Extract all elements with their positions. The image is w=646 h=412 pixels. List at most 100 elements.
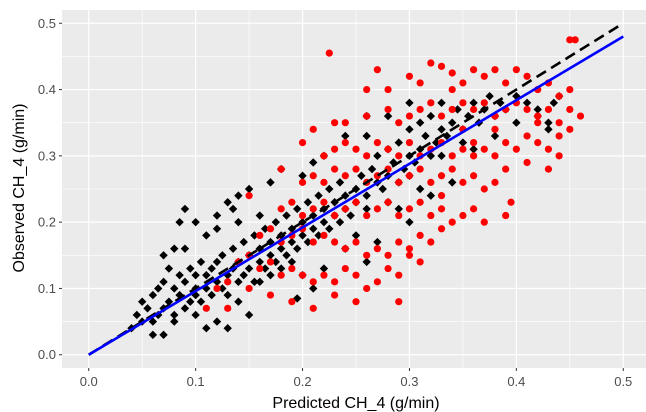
data-point-diamond: [373, 151, 382, 161]
data-point-diamond: [362, 204, 371, 214]
data-point-circle: [298, 138, 307, 147]
data-point-circle: [395, 298, 403, 306]
data-point-circle: [363, 152, 371, 160]
data-point-diamond: [469, 98, 478, 108]
data-point-diamond: [223, 290, 232, 300]
data-point-diamond: [234, 217, 243, 227]
data-point-circle: [352, 145, 360, 153]
data-point-circle: [459, 211, 467, 220]
data-point-diamond: [453, 105, 462, 114]
data-point-circle: [384, 145, 392, 153]
data-point-circle: [491, 152, 499, 160]
data-point-diamond: [244, 264, 254, 273]
data-point-circle: [416, 165, 424, 173]
data-point-circle: [320, 198, 328, 206]
data-point-circle: [298, 178, 307, 186]
data-point-diamond: [154, 284, 163, 293]
data-point-diamond: [244, 184, 254, 194]
data-point-circle: [331, 291, 339, 299]
data-point-diamond: [170, 284, 179, 293]
data-point-circle: [523, 72, 531, 80]
data-point-diamond: [448, 178, 457, 187]
data-point-circle: [523, 105, 531, 114]
data-point-circle: [277, 165, 285, 173]
data-point-circle: [213, 284, 221, 293]
data-point-diamond: [303, 237, 313, 247]
data-point-diamond: [180, 244, 190, 253]
data-point-diamond: [234, 277, 243, 287]
data-point-diamond: [255, 257, 264, 267]
data-point-circle: [309, 172, 317, 180]
data-point-diamond: [276, 264, 286, 273]
data-point-circle: [534, 119, 542, 127]
data-point-circle: [491, 66, 499, 74]
data-point-circle: [405, 72, 414, 80]
data-point-diamond: [196, 257, 206, 267]
data-point-diamond: [180, 304, 190, 313]
data-point-circle: [437, 205, 446, 213]
data-point-diamond: [490, 131, 500, 141]
data-point-diamond: [522, 98, 532, 108]
data-point-diamond: [309, 158, 318, 167]
data-point-circle: [309, 205, 317, 213]
data-point-circle: [331, 145, 339, 153]
data-point-circle: [523, 132, 531, 140]
data-point-diamond: [271, 257, 281, 267]
data-point-circle: [298, 211, 307, 220]
data-point-circle: [427, 238, 435, 246]
data-point-circle: [395, 119, 403, 127]
data-point-diamond: [218, 251, 227, 260]
data-point-circle: [405, 112, 414, 120]
data-point-diamond: [314, 191, 323, 200]
data-point-diamond: [202, 324, 211, 333]
data-point-circle: [373, 205, 381, 213]
data-point-circle: [363, 251, 371, 259]
data-point-circle: [341, 172, 349, 180]
data-point-diamond: [314, 231, 323, 240]
data-point-diamond: [159, 277, 168, 287]
data-point-circle: [459, 145, 467, 153]
x-tick-label: 0.1: [187, 374, 205, 389]
regression-line: [88, 35, 624, 356]
data-point-diamond: [485, 91, 494, 101]
data-point-diamond: [298, 171, 307, 180]
data-point-diamond: [335, 217, 345, 227]
data-point-circle: [352, 298, 360, 306]
data-point-diamond: [549, 98, 558, 108]
data-point-circle: [245, 284, 253, 293]
data-point-circle: [427, 178, 435, 186]
data-point-diamond: [271, 217, 281, 227]
data-point-diamond: [223, 198, 232, 207]
y-tick-label: 0.0: [38, 347, 56, 362]
data-point-circle: [405, 172, 414, 180]
data-point-circle: [363, 211, 371, 220]
data-point-diamond: [405, 125, 414, 134]
data-point-diamond: [405, 217, 414, 227]
data-point-diamond: [170, 317, 179, 326]
data-point-diamond: [137, 297, 147, 306]
data-point-circle: [331, 165, 339, 173]
red-circle-points: [202, 36, 585, 312]
data-point-diamond: [287, 257, 297, 267]
data-point-diamond: [239, 237, 248, 247]
data-point-diamond: [309, 224, 318, 233]
data-point-circle: [384, 264, 392, 273]
data-point-circle: [448, 69, 456, 77]
data-point-circle: [352, 198, 360, 206]
data-point-circle: [224, 278, 232, 286]
data-point-diamond: [383, 111, 393, 121]
data-point-circle: [544, 165, 553, 173]
data-point-circle: [512, 66, 520, 74]
data-point-circle: [555, 152, 563, 160]
data-point-circle: [288, 298, 296, 306]
y-tick-label: 0.2: [38, 215, 56, 230]
x-tick-label: 0.5: [614, 374, 632, 389]
identity-dashed-line: [88, 22, 624, 356]
data-point-diamond: [212, 257, 222, 267]
data-point-diamond: [175, 270, 184, 280]
data-point-circle: [298, 271, 307, 279]
data-point-diamond: [367, 164, 377, 174]
data-point-circle: [277, 271, 285, 279]
data-point-circle: [373, 278, 381, 286]
